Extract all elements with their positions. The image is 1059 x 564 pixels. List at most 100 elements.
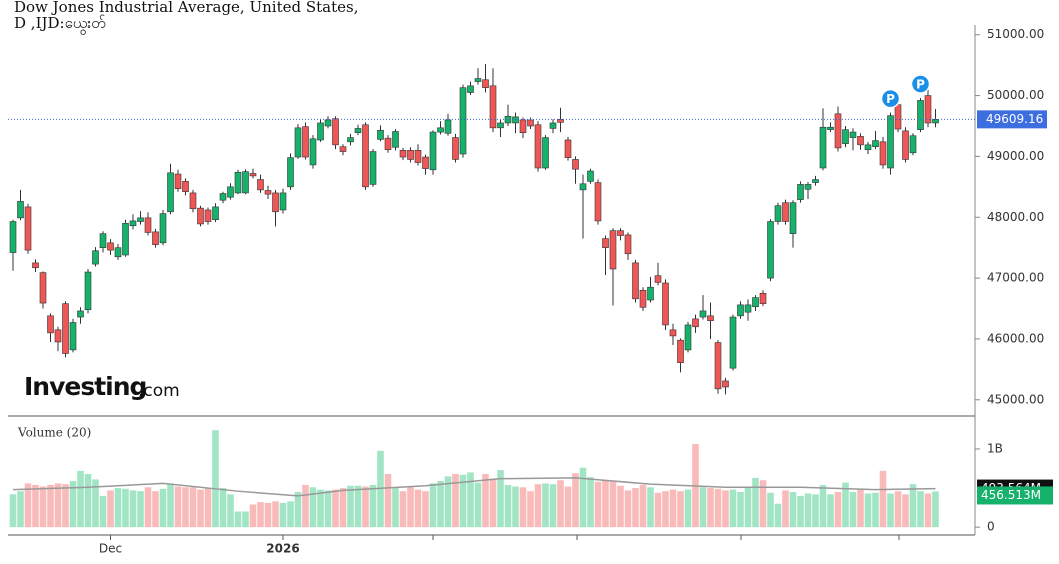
candle-body	[264, 190, 272, 195]
candle-body	[782, 202, 789, 222]
volume-bar	[549, 484, 557, 528]
candle-body	[302, 126, 309, 158]
candle-body	[842, 129, 849, 144]
candle-body	[609, 230, 617, 270]
candle-body	[332, 118, 339, 146]
volume-bar	[662, 491, 669, 528]
volume-bar	[639, 484, 647, 528]
candle-body	[54, 329, 62, 343]
candle-body	[399, 150, 407, 158]
candle-body	[32, 262, 39, 269]
candle-body	[902, 130, 909, 160]
candle-body	[309, 138, 317, 166]
volume-bar	[264, 502, 272, 528]
candle-body	[444, 119, 452, 134]
candle-body	[639, 289, 647, 308]
candle-body	[107, 242, 114, 251]
candle-body	[542, 137, 549, 169]
candle-body	[849, 131, 857, 138]
volume-bar	[474, 482, 482, 528]
candle-body	[362, 124, 369, 188]
volume-bar	[414, 489, 422, 528]
candle-body	[804, 184, 812, 190]
volume-bar	[527, 491, 534, 528]
candle-body	[767, 221, 774, 279]
volume-bar	[519, 487, 527, 528]
volume-bar	[189, 487, 197, 528]
volume-bar	[767, 492, 774, 528]
volume-bar	[452, 473, 459, 528]
candle-body	[69, 322, 77, 351]
candle-body	[377, 129, 384, 140]
volume-bar	[212, 430, 219, 528]
volume-bar	[144, 487, 152, 528]
candle-body	[167, 172, 174, 213]
candle-body	[662, 282, 669, 326]
candle-body	[857, 136, 864, 146]
candle-body	[759, 293, 767, 304]
volume-bar	[617, 485, 624, 528]
volume-bar	[759, 480, 767, 528]
volume-bar	[819, 484, 827, 528]
x-tick-label: Dec	[99, 542, 122, 556]
candle-body	[144, 217, 152, 233]
candle-body	[204, 209, 212, 222]
volume-bar	[369, 484, 377, 528]
volume-bar	[647, 487, 654, 528]
volume-bar	[362, 486, 369, 528]
y-tick-label: 47000.00	[987, 271, 1044, 285]
chart-subtitle: D ,IJD:ယွေးတ်	[14, 14, 106, 35]
candle-body	[812, 179, 819, 183]
candle-body	[489, 85, 497, 129]
volume-y-tick-label: 0	[987, 520, 995, 534]
volume-bar	[924, 493, 932, 528]
candle-body	[827, 126, 834, 130]
volume-bar	[39, 486, 47, 528]
volume-bar	[242, 511, 249, 528]
candle-body	[819, 126, 827, 169]
candle-body	[797, 184, 804, 200]
candle-body	[122, 223, 129, 256]
candle-body	[692, 318, 699, 328]
candle-body	[429, 131, 437, 171]
volume-bar	[174, 486, 182, 528]
candle-body	[722, 380, 729, 388]
volume-bar	[932, 491, 939, 528]
volume-bar	[317, 489, 324, 528]
volume-bar	[677, 491, 684, 528]
volume-bar	[422, 491, 429, 528]
volume-bar	[842, 482, 849, 528]
candle-body	[339, 146, 347, 152]
candle-body	[504, 115, 512, 124]
volume-bar	[834, 491, 842, 528]
volume-last-label: 456.513M	[981, 488, 1041, 502]
volume-bar	[444, 476, 452, 528]
volume-bar	[459, 474, 467, 528]
candle-body	[422, 156, 429, 169]
volume-bar	[167, 483, 174, 528]
volume-bar	[24, 483, 32, 528]
y-tick-label: 45000.00	[987, 392, 1044, 406]
candle-body	[459, 87, 467, 155]
volume-bar	[287, 501, 294, 528]
volume-bar	[587, 477, 594, 528]
candle-body	[249, 173, 257, 177]
volume-bar	[497, 470, 504, 528]
y-tick-label: 50000.00	[987, 88, 1044, 102]
candle-body	[189, 192, 197, 210]
candle-body	[527, 119, 534, 127]
x-tick-marks	[432, 535, 900, 540]
candle-body	[347, 137, 354, 143]
candle-body	[654, 275, 662, 283]
volume-bar	[737, 491, 744, 528]
volume-bar	[122, 488, 129, 528]
volume-bar	[564, 486, 572, 528]
candle-body	[834, 113, 842, 149]
volume-bar	[32, 484, 39, 528]
volume-bar	[114, 488, 122, 528]
volume-bar	[249, 504, 257, 528]
candle-body	[197, 207, 204, 225]
candle-body	[774, 205, 782, 222]
candle-body	[407, 150, 414, 160]
